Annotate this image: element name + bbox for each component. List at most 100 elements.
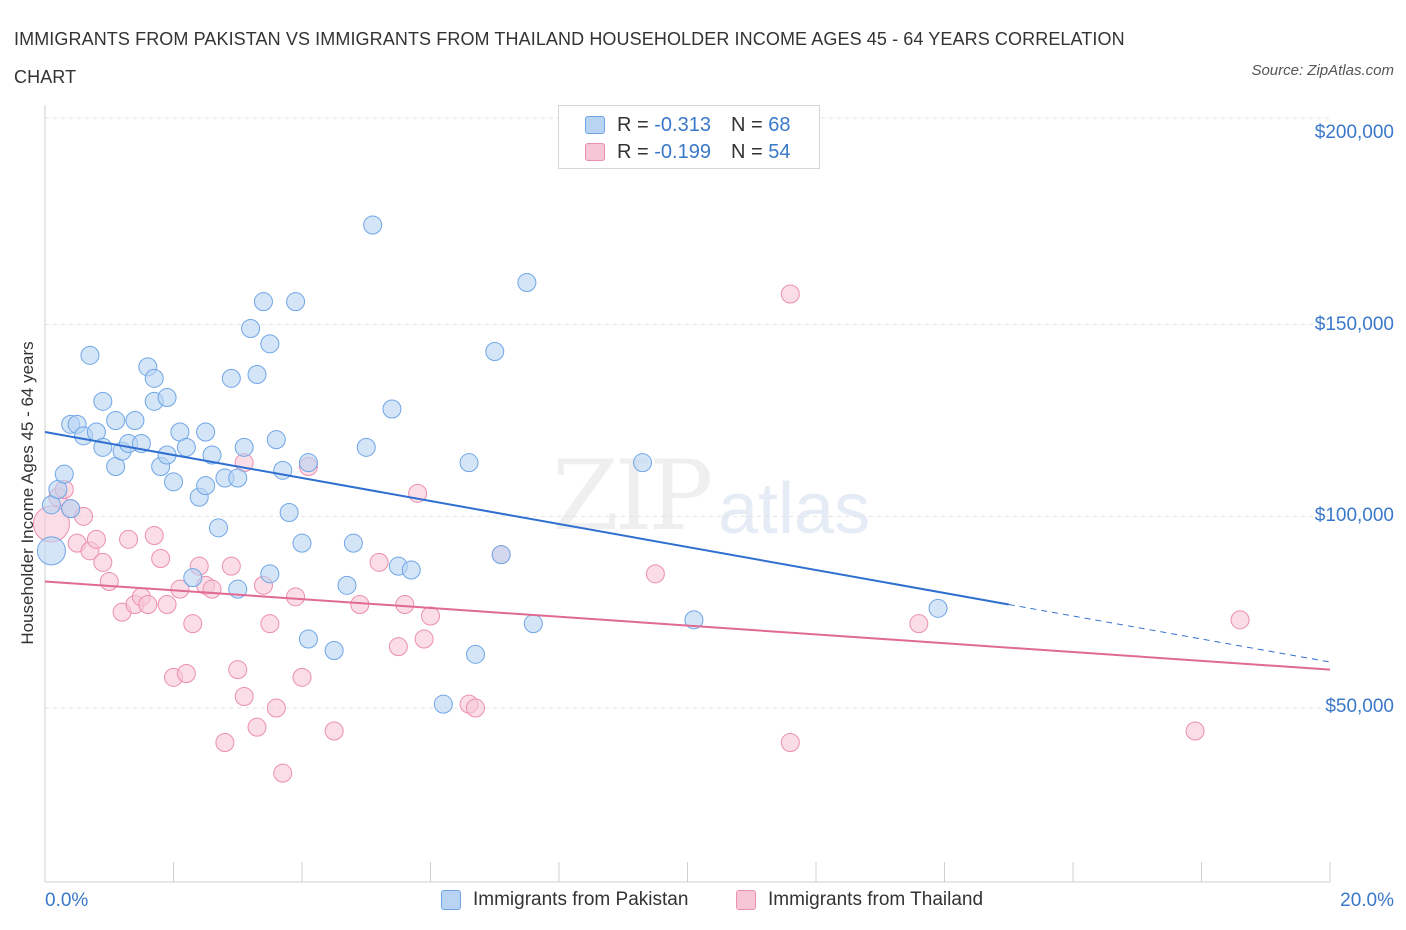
data-point	[684, 610, 704, 630]
data-point	[253, 292, 273, 312]
data-point	[196, 476, 216, 496]
data-point	[183, 614, 203, 634]
data-point	[93, 552, 113, 572]
data-point	[382, 399, 402, 419]
y-tick-label: $50,000	[1325, 696, 1394, 717]
y-axis-label: Householder Income Ages 45 - 64 years	[18, 340, 37, 645]
data-point	[401, 560, 421, 580]
data-point	[176, 437, 196, 457]
stats-legend: R = -0.313 N = 68 R = -0.199 N = 54	[558, 105, 820, 169]
data-point	[228, 468, 248, 488]
data-point	[388, 637, 408, 657]
data-point	[1230, 610, 1250, 630]
data-point	[909, 614, 929, 634]
data-point	[517, 273, 537, 292]
data-point	[780, 733, 800, 752]
data-point	[337, 575, 357, 595]
legend-item-thailand: Immigrants from Thailand	[736, 889, 983, 911]
n-label: N =	[730, 140, 763, 163]
data-point	[324, 641, 344, 660]
data-point	[176, 664, 196, 683]
data-point	[273, 763, 293, 783]
data-point	[645, 564, 665, 584]
data-point	[80, 345, 100, 365]
data-point	[356, 437, 376, 457]
data-point	[369, 552, 389, 572]
data-point	[144, 526, 164, 545]
data-point	[260, 614, 280, 634]
data-point	[208, 518, 228, 538]
legend-label: Immigrants from Pakistan	[473, 889, 689, 910]
data-point	[459, 453, 479, 473]
x-tick-label: 0.0%	[45, 890, 89, 911]
data-point	[157, 595, 177, 614]
data-point	[36, 536, 66, 566]
data-point	[247, 717, 267, 737]
data-point	[286, 587, 306, 607]
data-point	[241, 319, 261, 338]
data-point	[183, 568, 203, 588]
data-point	[196, 422, 216, 442]
data-point	[523, 614, 543, 634]
data-point	[292, 533, 312, 553]
n-value: 54	[768, 140, 791, 163]
data-point	[221, 556, 241, 576]
data-point	[86, 529, 106, 549]
legend-row-thailand: R = -0.199 N = 54	[585, 139, 790, 165]
thailand-legend-swatch	[736, 890, 756, 910]
data-point	[928, 598, 948, 618]
data-point	[395, 595, 415, 614]
r-value: -0.199	[654, 140, 711, 163]
x-tick-label: 20.0%	[1340, 890, 1394, 911]
watermark-atlas: atlas	[718, 469, 871, 549]
n-label: N =	[730, 113, 763, 136]
data-point	[292, 667, 312, 687]
data-point	[93, 391, 113, 411]
data-point	[61, 499, 81, 519]
data-point	[279, 503, 299, 522]
data-point	[99, 572, 119, 591]
data-point	[286, 292, 306, 312]
r-value: -0.313	[654, 113, 711, 136]
data-point	[125, 411, 145, 430]
data-point	[485, 342, 505, 361]
chart-title: IMMIGRANTS FROM PAKISTAN VS IMMIGRANTS F…	[14, 29, 1125, 87]
data-point	[215, 733, 235, 752]
trend-lines	[44, 431, 1331, 671]
data-point	[144, 368, 164, 388]
data-point	[106, 411, 126, 430]
thailand-swatch	[585, 143, 605, 161]
data-point	[491, 545, 511, 565]
data-point	[298, 453, 318, 473]
data-point	[247, 365, 267, 384]
trend-line-thailand	[44, 580, 1331, 671]
data-point	[780, 284, 800, 304]
data-point	[421, 606, 440, 626]
legend-item-pakistan: Immigrants from Pakistan	[441, 889, 688, 911]
data-point	[228, 660, 248, 680]
data-point	[324, 721, 344, 741]
data-point	[266, 698, 286, 718]
data-point	[202, 445, 222, 465]
data-point	[1185, 721, 1205, 741]
data-point	[234, 687, 254, 706]
data-point	[157, 388, 177, 407]
data-point	[221, 368, 241, 388]
data-point	[266, 430, 286, 450]
y-tick-label: $200,000	[1314, 122, 1394, 143]
data-point	[151, 549, 171, 568]
data-point	[298, 629, 318, 649]
source-label: Source: ZipAtlas.com	[1251, 62, 1394, 79]
legend-label: Immigrants from Thailand	[768, 889, 984, 910]
trend-line-pakistan-extension	[1008, 604, 1331, 663]
data-point	[363, 215, 383, 235]
data-point	[234, 437, 254, 457]
data-point	[343, 533, 363, 553]
r-label: R =	[617, 140, 649, 163]
pakistan-swatch	[585, 116, 605, 134]
legend-row-pakistan: R = -0.313 N = 68	[585, 112, 790, 138]
series-legend: Immigrants from Pakistan Immigrants from…	[0, 889, 1406, 915]
y-tick-label: $150,000	[1314, 314, 1394, 335]
pakistan-points	[36, 215, 948, 714]
